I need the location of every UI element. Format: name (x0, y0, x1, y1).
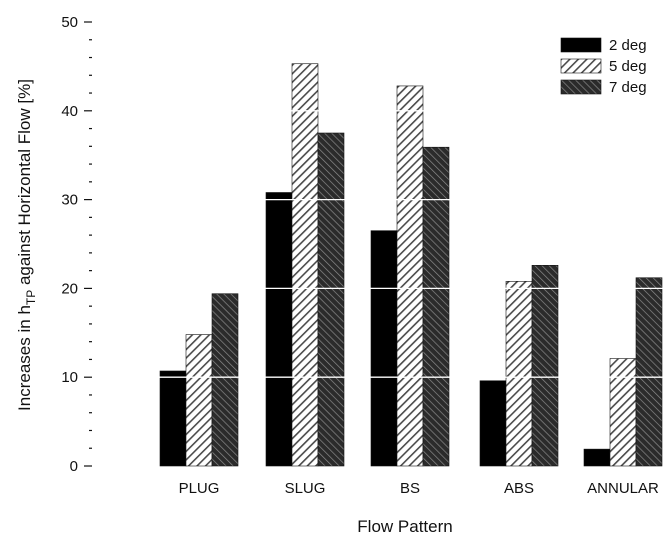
bars (159, 63, 663, 467)
legend-label: 5 deg (609, 58, 647, 75)
x-tick-label: SLUG (285, 480, 326, 497)
bar-plug-5-deg (185, 334, 213, 467)
bar-slug-7-deg (317, 132, 345, 467)
bar-slug-5-deg (291, 63, 319, 467)
bar-annular-2-deg (583, 448, 611, 467)
y-tick-label: 10 (61, 369, 78, 386)
y-axis-title-subscript: TP (24, 290, 38, 305)
x-tick-label: BS (400, 480, 420, 497)
bar-annular-5-deg (609, 358, 637, 467)
bar-plug-2-deg (159, 370, 187, 467)
bar-bs-7-deg (422, 146, 450, 467)
legend-swatch (560, 58, 602, 74)
y-tick-label: 50 (61, 14, 78, 31)
y-axis-title: Increases in hTP against Horizontal Flow… (15, 79, 38, 411)
legend-label: 7 deg (609, 79, 647, 96)
bar-slug-2-deg (265, 192, 293, 467)
y-axis: 0 10 20 30 40 50 (61, 14, 92, 475)
bar-abs-5-deg (505, 280, 533, 467)
y-tick-label: 30 (61, 192, 78, 209)
y-axis-title-prefix: Increases in h (15, 305, 34, 411)
x-axis-title: Flow Pattern (357, 517, 452, 536)
legend-swatch (560, 37, 602, 53)
bar-annular-7-deg (635, 277, 663, 467)
y-tick-label: 40 (61, 103, 78, 120)
bar-bs-2-deg (370, 230, 398, 467)
x-axis-labels: PLUG SLUG BS ABS ANNULAR (179, 480, 659, 497)
grid-lines (158, 110, 664, 378)
bar-bs-5-deg (396, 85, 424, 467)
bar-abs-7-deg (531, 265, 559, 467)
x-tick-label: PLUG (179, 480, 220, 497)
y-tick-label: 20 (61, 280, 78, 297)
x-tick-label: ABS (504, 480, 534, 497)
y-tick-label: 0 (70, 458, 78, 475)
y-axis-title-suffix: against Horizontal Flow [%] (15, 79, 34, 290)
legend-label: 2 deg (609, 37, 647, 54)
bar-abs-2-deg (479, 380, 507, 467)
x-tick-label: ANNULAR (587, 480, 659, 497)
legend-swatch (560, 79, 602, 95)
bar-plug-7-deg (211, 293, 239, 467)
legend: 2 deg 5 deg 7 deg (560, 37, 647, 96)
